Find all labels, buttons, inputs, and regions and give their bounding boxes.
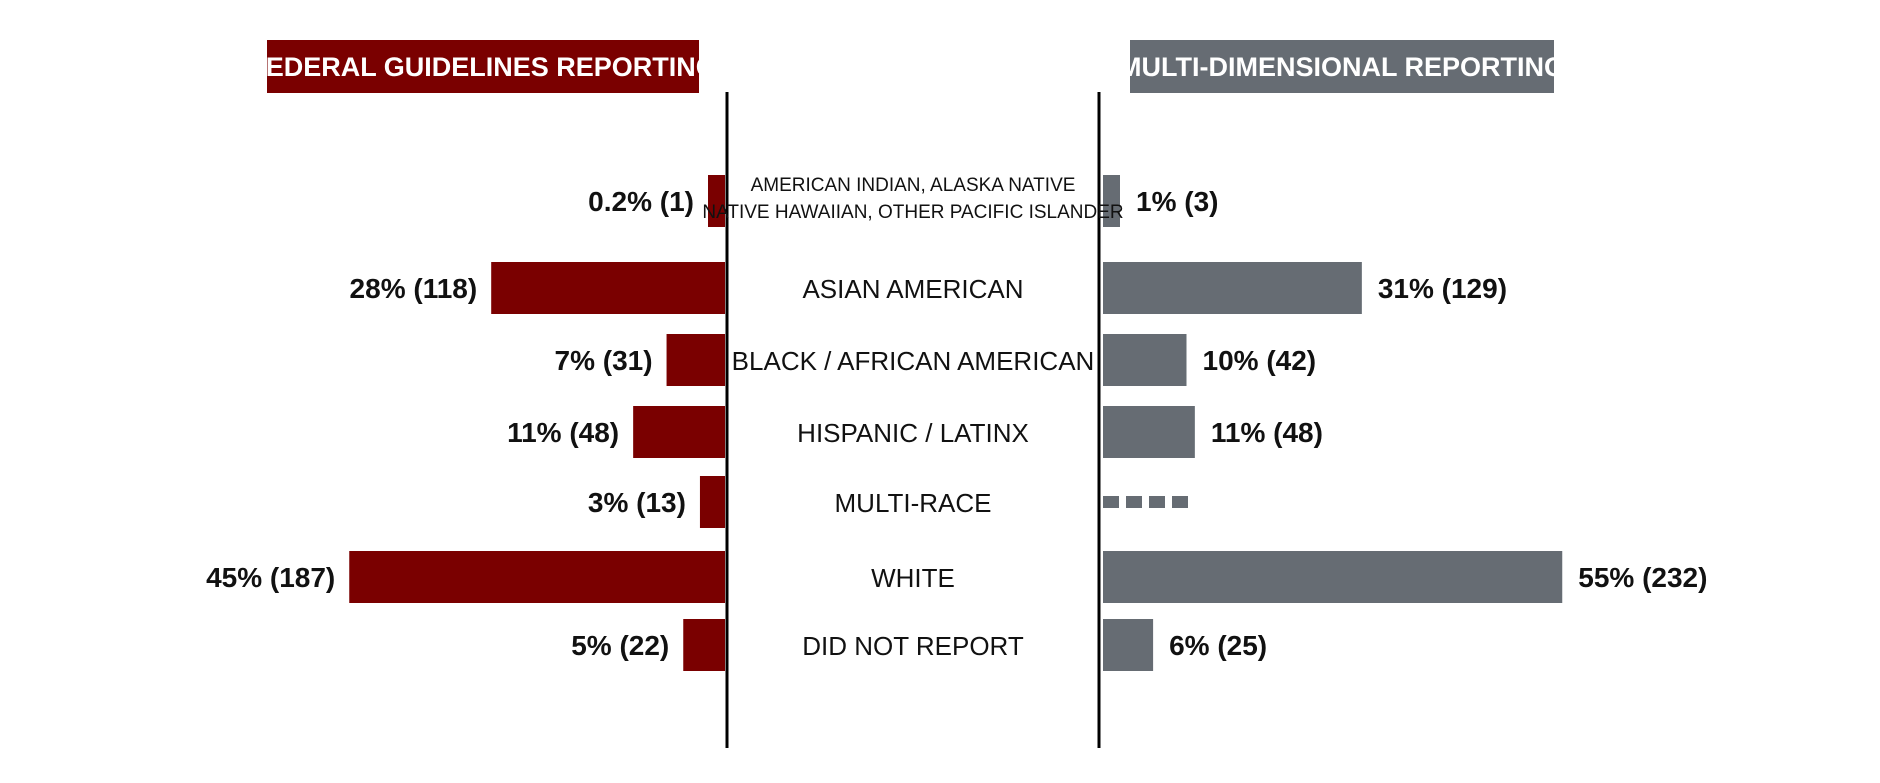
multi-data-label-asian-american: 31% (129) (1378, 273, 1507, 304)
federal-data-label-asian-american: 28% (118) (350, 273, 478, 304)
category-label-did-not-report: DID NOT REPORT (802, 631, 1024, 661)
category-label-multi-race: MULTI-RACE (835, 488, 992, 518)
federal-header-background (267, 40, 699, 93)
multi-not-applicable-dash-multi-race (1149, 496, 1165, 508)
federal-bar-hispanic-latinx (633, 406, 725, 458)
multi-data-label-hispanic-latinx: 11% (48) (1211, 417, 1323, 448)
federal-data-label-black-african-american: 7% (31) (555, 345, 653, 376)
multi-header-label: MULTI-DIMENSIONAL REPORTING (1119, 52, 1565, 82)
category-label-american-indian-alaska-native-line-1: AMERICAN INDIAN, ALASKA NATIVE (751, 175, 1076, 196)
chart-marks: 0.2% (1) 1% (3) AMERICAN INDIAN, ALASKA NA… (206, 175, 1707, 671)
multi-bar-american-indian-alaska-native (1103, 175, 1120, 227)
federal-data-label-american-indian-alaska-native: 0.2% (1) (588, 186, 694, 217)
category-label-asian-american: ASIAN AMERICAN (802, 274, 1023, 304)
category-label-white: WHITE (871, 563, 955, 593)
federal-data-label-white: 45% (187) (206, 562, 335, 593)
multi-bar-did-not-report (1103, 619, 1154, 671)
federal-bar-american-indian-alaska-native (708, 175, 725, 227)
multi-data-label-did-not-report: 6% (25) (1169, 630, 1267, 661)
federal-header-label: FEDERAL GUIDELINES REPORTING (249, 52, 717, 82)
federal-header: FEDERAL GUIDELINES REPORTING (249, 40, 717, 93)
category-label-hispanic-latinx: HISPANIC / LATINX (797, 418, 1029, 448)
multi-bar-black-african-american (1103, 334, 1187, 386)
category-label-american-indian-alaska-native-line-2: NATIVE HAWAIIAN, OTHER PACIFIC ISLANDER (702, 202, 1123, 223)
federal-data-label-multi-race: 3% (13) (588, 487, 686, 518)
federal-bar-did-not-report (683, 619, 725, 671)
federal-bar-black-african-american (666, 334, 725, 386)
multi-not-applicable-dash-multi-race (1103, 496, 1119, 508)
federal-data-label-hispanic-latinx: 11% (48) (507, 417, 619, 448)
multi-not-applicable-dash-multi-race (1126, 496, 1142, 508)
multi-bar-white (1103, 551, 1563, 603)
federal-bar-multi-race (699, 476, 725, 528)
multi-bar-hispanic-latinx (1103, 406, 1195, 458)
category-label-black-african-american: BLACK / AFRICAN AMERICAN (732, 346, 1095, 376)
multi-header: MULTI-DIMENSIONAL REPORTING (1119, 40, 1565, 93)
multi-data-label-white: 55% (232) (1578, 562, 1707, 593)
multi-header-background (1130, 40, 1554, 93)
multi-data-label-american-indian-alaska-native: 1% (3) (1136, 186, 1218, 217)
federal-bar-white (349, 551, 725, 603)
federal-bar-asian-american (491, 262, 725, 314)
federal-data-label-did-not-report: 5% (22) (571, 630, 669, 661)
multi-not-applicable-dash-multi-race (1172, 496, 1188, 508)
multi-bar-asian-american (1103, 262, 1362, 314)
multi-data-label-black-african-american: 10% (42) (1203, 345, 1317, 376)
